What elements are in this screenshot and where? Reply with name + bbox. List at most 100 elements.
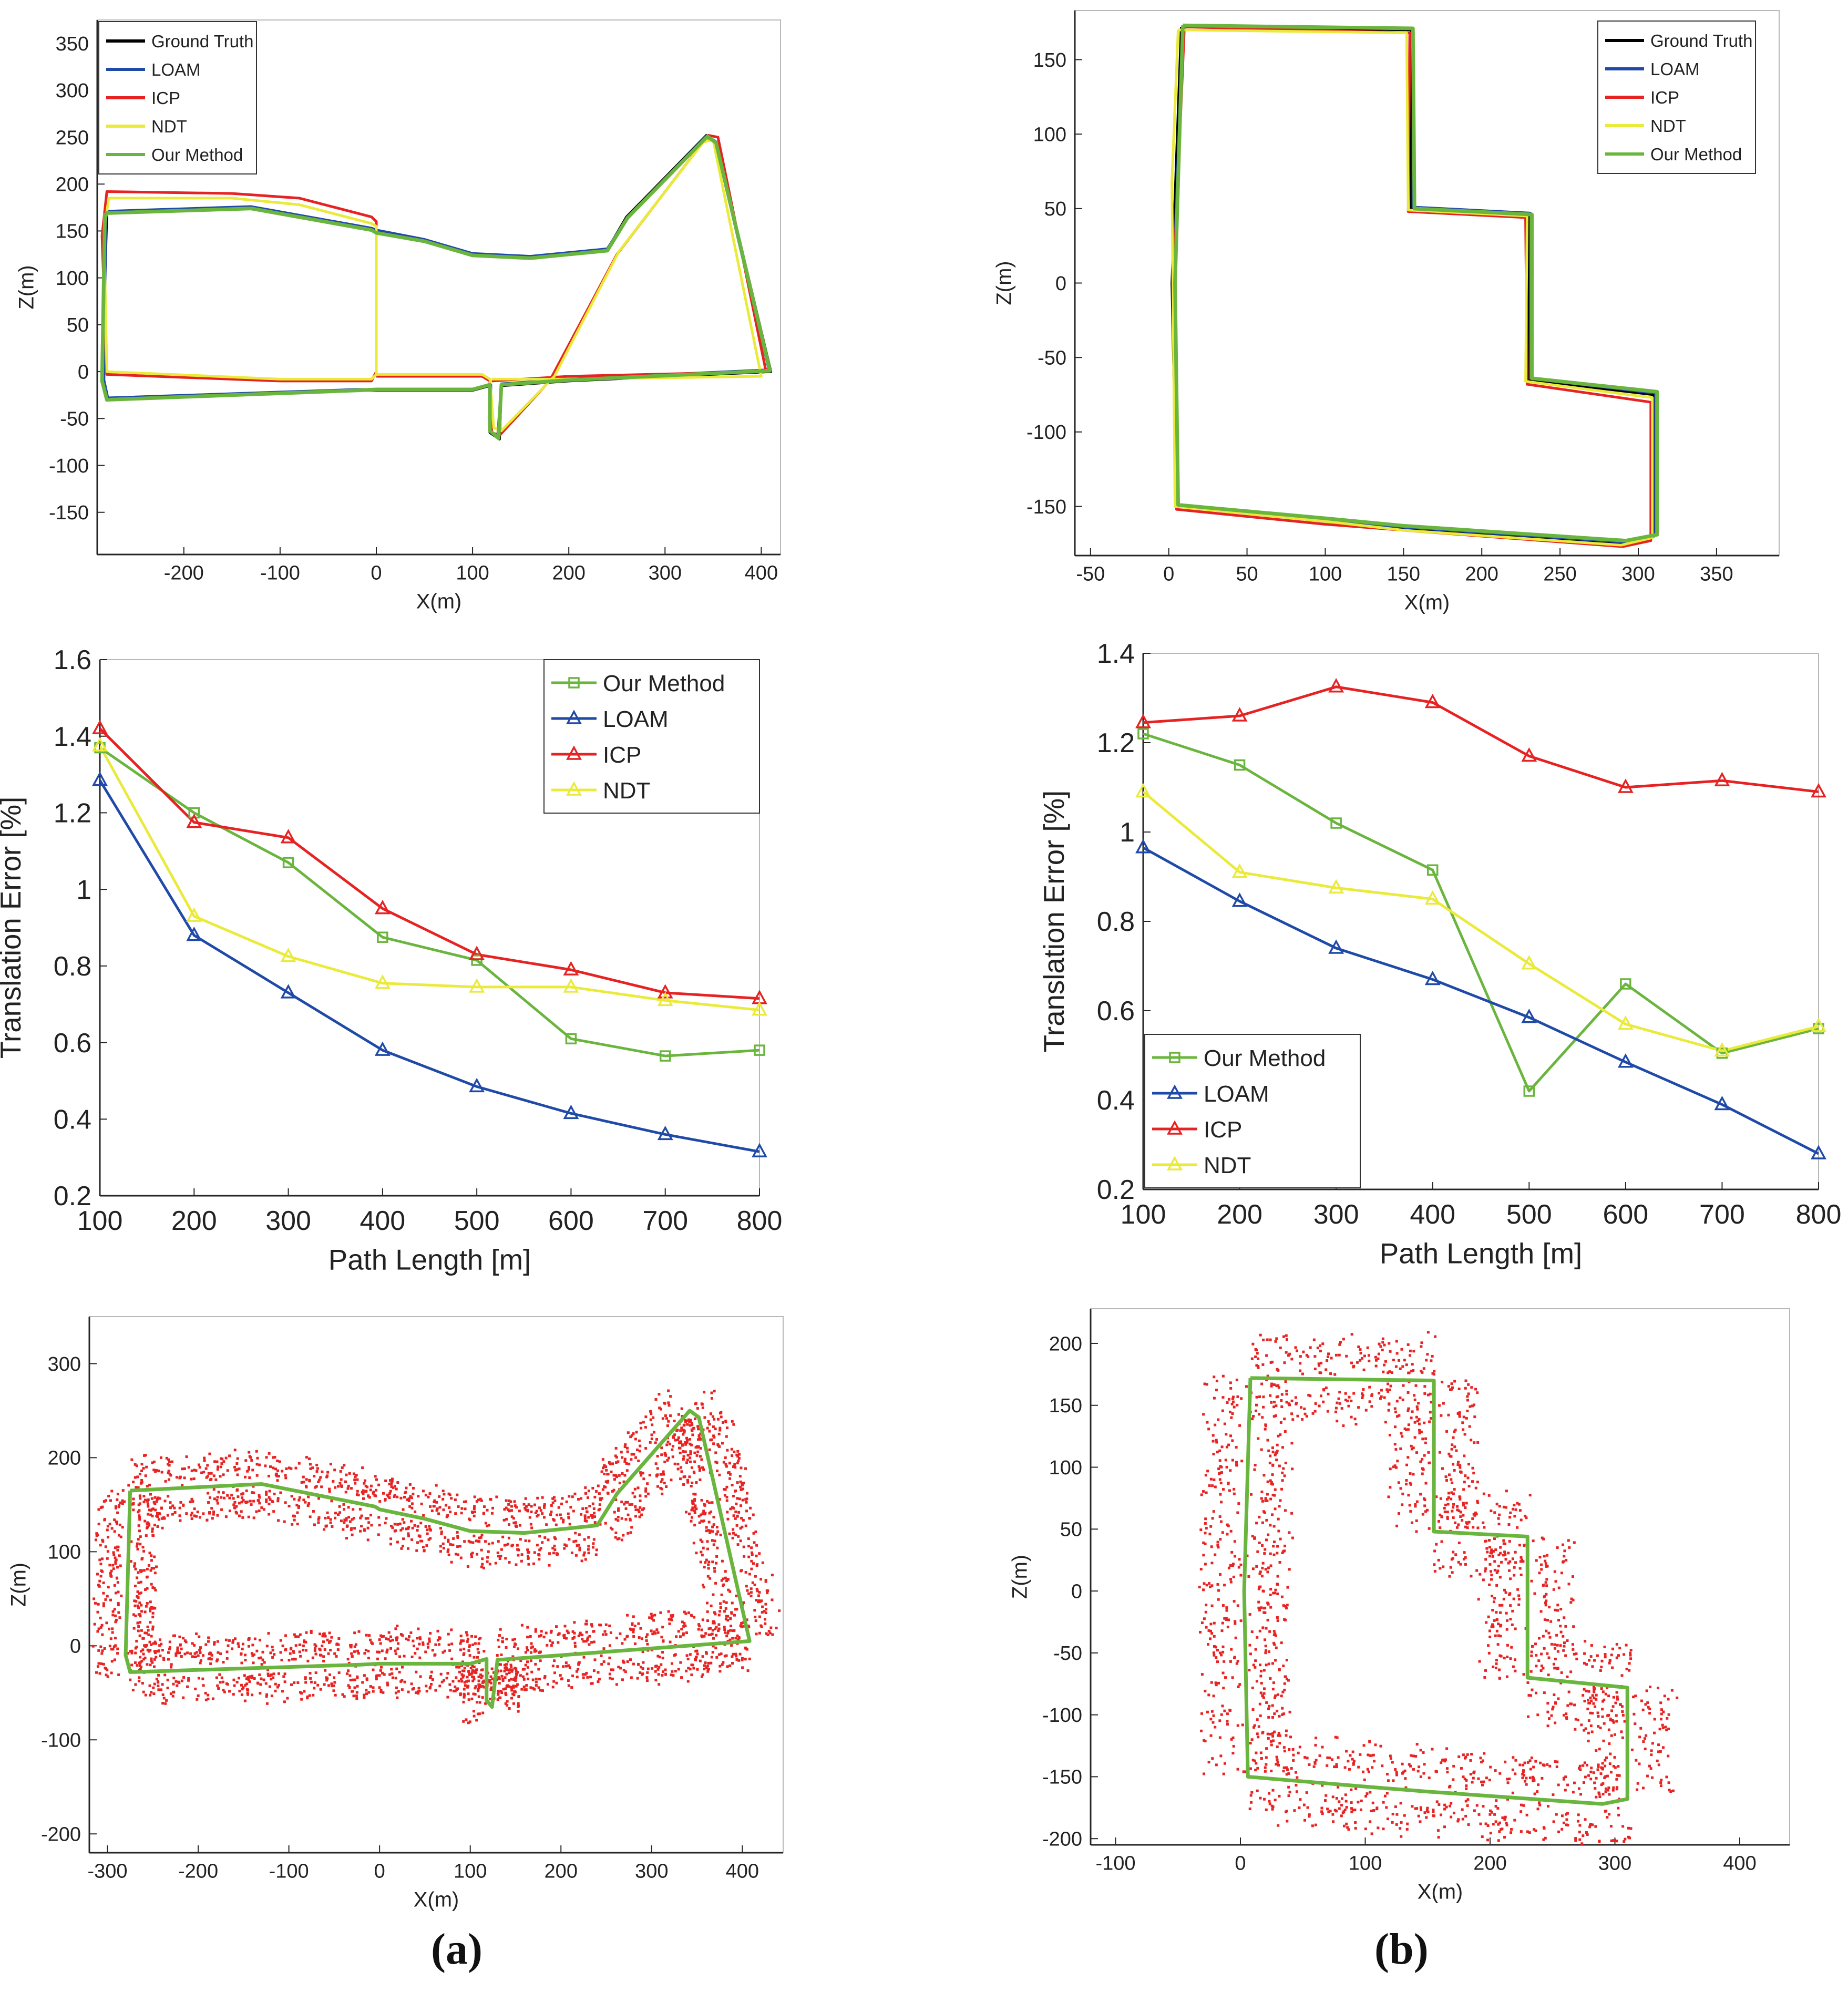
b-map-map-point	[1498, 1830, 1501, 1833]
b-map-map-point	[1599, 1727, 1602, 1730]
a-map-map-point	[97, 1627, 100, 1630]
a-map-map-point	[332, 1480, 335, 1483]
b-map-map-point	[1280, 1393, 1284, 1396]
a-map-map-point	[690, 1614, 693, 1617]
a-map-map-point	[207, 1472, 210, 1475]
a-map-map-point	[340, 1519, 343, 1523]
a-map-map-point	[385, 1517, 388, 1520]
a-map-map-point	[147, 1513, 150, 1516]
b-map-map-point	[1645, 1689, 1648, 1692]
b-map-map-point	[1414, 1384, 1418, 1387]
a-map-map-point	[639, 1444, 642, 1447]
b-map-map-point	[1421, 1457, 1424, 1461]
b-map-map-point	[1505, 1490, 1508, 1493]
a-map-map-point	[403, 1655, 406, 1658]
a-map-map-point	[577, 1635, 580, 1638]
a-map-map-point	[471, 1511, 474, 1514]
b-map-map-point	[1445, 1430, 1449, 1433]
b-map-map-point	[1406, 1343, 1410, 1346]
a-error-legend-marker	[566, 745, 582, 760]
a-map-map-point	[379, 1642, 382, 1645]
a-map-map-point	[378, 1524, 381, 1527]
b-map-map-point	[1442, 1402, 1445, 1405]
a-map-map-point	[538, 1635, 541, 1638]
b-map-map-point	[1452, 1463, 1455, 1466]
b-error-legend-label: LOAM	[1204, 1081, 1269, 1107]
a-map-map-point	[715, 1526, 718, 1529]
a-map-map-point	[483, 1505, 486, 1508]
b-map-map-point	[1553, 1643, 1556, 1646]
b-error-point-loam	[1521, 1009, 1537, 1023]
a-map-map-point	[294, 1644, 297, 1647]
a-map-map-point	[601, 1488, 604, 1491]
a-map-map-point	[299, 1655, 302, 1658]
a-map-map-point	[283, 1680, 286, 1683]
a-map-map-point	[403, 1680, 406, 1683]
a-map-map-point	[147, 1564, 150, 1567]
a-trajectory-chart: -200 -100 0 100 200 300 400-150-100-5005010015…	[15, 19, 781, 613]
a-map-map-point	[466, 1637, 469, 1640]
b-error-series-icp	[1143, 685, 1819, 793]
a-map-map-point	[700, 1513, 703, 1516]
b-map-map-point	[1450, 1478, 1453, 1481]
b-map-map-point	[1354, 1821, 1357, 1824]
a-map-map-point	[154, 1508, 157, 1512]
a-map-map-point	[487, 1524, 490, 1527]
b-map-map-point	[1432, 1809, 1435, 1812]
b-map-map-point	[1493, 1560, 1496, 1563]
a-map-map-point	[206, 1518, 209, 1522]
b-map-map-point	[1252, 1726, 1256, 1729]
b-map-map-point	[1573, 1541, 1576, 1544]
a-map-map-point	[231, 1647, 234, 1650]
b-map-map-point	[1251, 1686, 1254, 1689]
b-map-map-point	[1493, 1813, 1496, 1816]
b-map-map-point	[1283, 1361, 1286, 1364]
a-map-map-point	[736, 1497, 739, 1500]
a-map-map-point	[726, 1578, 729, 1581]
a-map-map-point	[673, 1420, 676, 1423]
b-map-map-point	[1426, 1331, 1430, 1334]
b-error-point-our-method	[1137, 728, 1149, 740]
a-map-map-point	[452, 1537, 455, 1540]
b-map-map-point	[1595, 1698, 1598, 1701]
b-map-map-point	[1288, 1791, 1291, 1794]
a-map-map-point	[637, 1662, 640, 1666]
b-map-map-point	[1470, 1575, 1473, 1578]
b-map-map-point	[1472, 1403, 1475, 1406]
a-map-map-point	[767, 1629, 771, 1632]
a-map-map-point	[525, 1683, 528, 1687]
b-map-map-point	[1249, 1742, 1252, 1745]
a-map-map-point	[426, 1528, 429, 1532]
a-map-map-point	[111, 1614, 115, 1617]
a-map-map-point	[737, 1637, 741, 1640]
a-map-map-point	[475, 1701, 478, 1704]
b-map-map-point	[1611, 1789, 1615, 1792]
a-map-map-point	[510, 1689, 514, 1692]
a-map-map-point	[702, 1519, 705, 1523]
b-map-map-point	[1273, 1401, 1276, 1404]
b-map-map-point	[1593, 1687, 1596, 1690]
b-map-map-point	[1407, 1371, 1410, 1374]
b-map-map-point	[1382, 1370, 1385, 1373]
b-map-map-point	[1538, 1556, 1542, 1559]
a-map-map-point	[706, 1575, 710, 1578]
b-map-map-point	[1443, 1808, 1446, 1811]
b-map-map-point	[1520, 1556, 1523, 1559]
a-map-map-point	[714, 1627, 717, 1630]
a-map-map-point	[202, 1512, 205, 1515]
b-map-map-point	[1492, 1823, 1495, 1826]
a-map-map-point	[655, 1437, 659, 1441]
b-map-map-point	[1564, 1775, 1567, 1779]
a-map-map-point	[724, 1456, 727, 1459]
b-map-map-point	[1506, 1655, 1509, 1658]
b-map-map-point	[1528, 1494, 1532, 1497]
b-map-map-point	[1250, 1801, 1253, 1804]
a-map-map-point	[165, 1699, 168, 1702]
a-map-map-point	[190, 1497, 193, 1501]
a-map-map-point	[715, 1656, 718, 1659]
a-map-map-point	[592, 1640, 596, 1644]
b-map-map-point	[1488, 1546, 1491, 1549]
a-map-map-point	[366, 1495, 369, 1498]
a-map-map-point	[735, 1608, 738, 1611]
a-map-map-point	[350, 1527, 353, 1530]
